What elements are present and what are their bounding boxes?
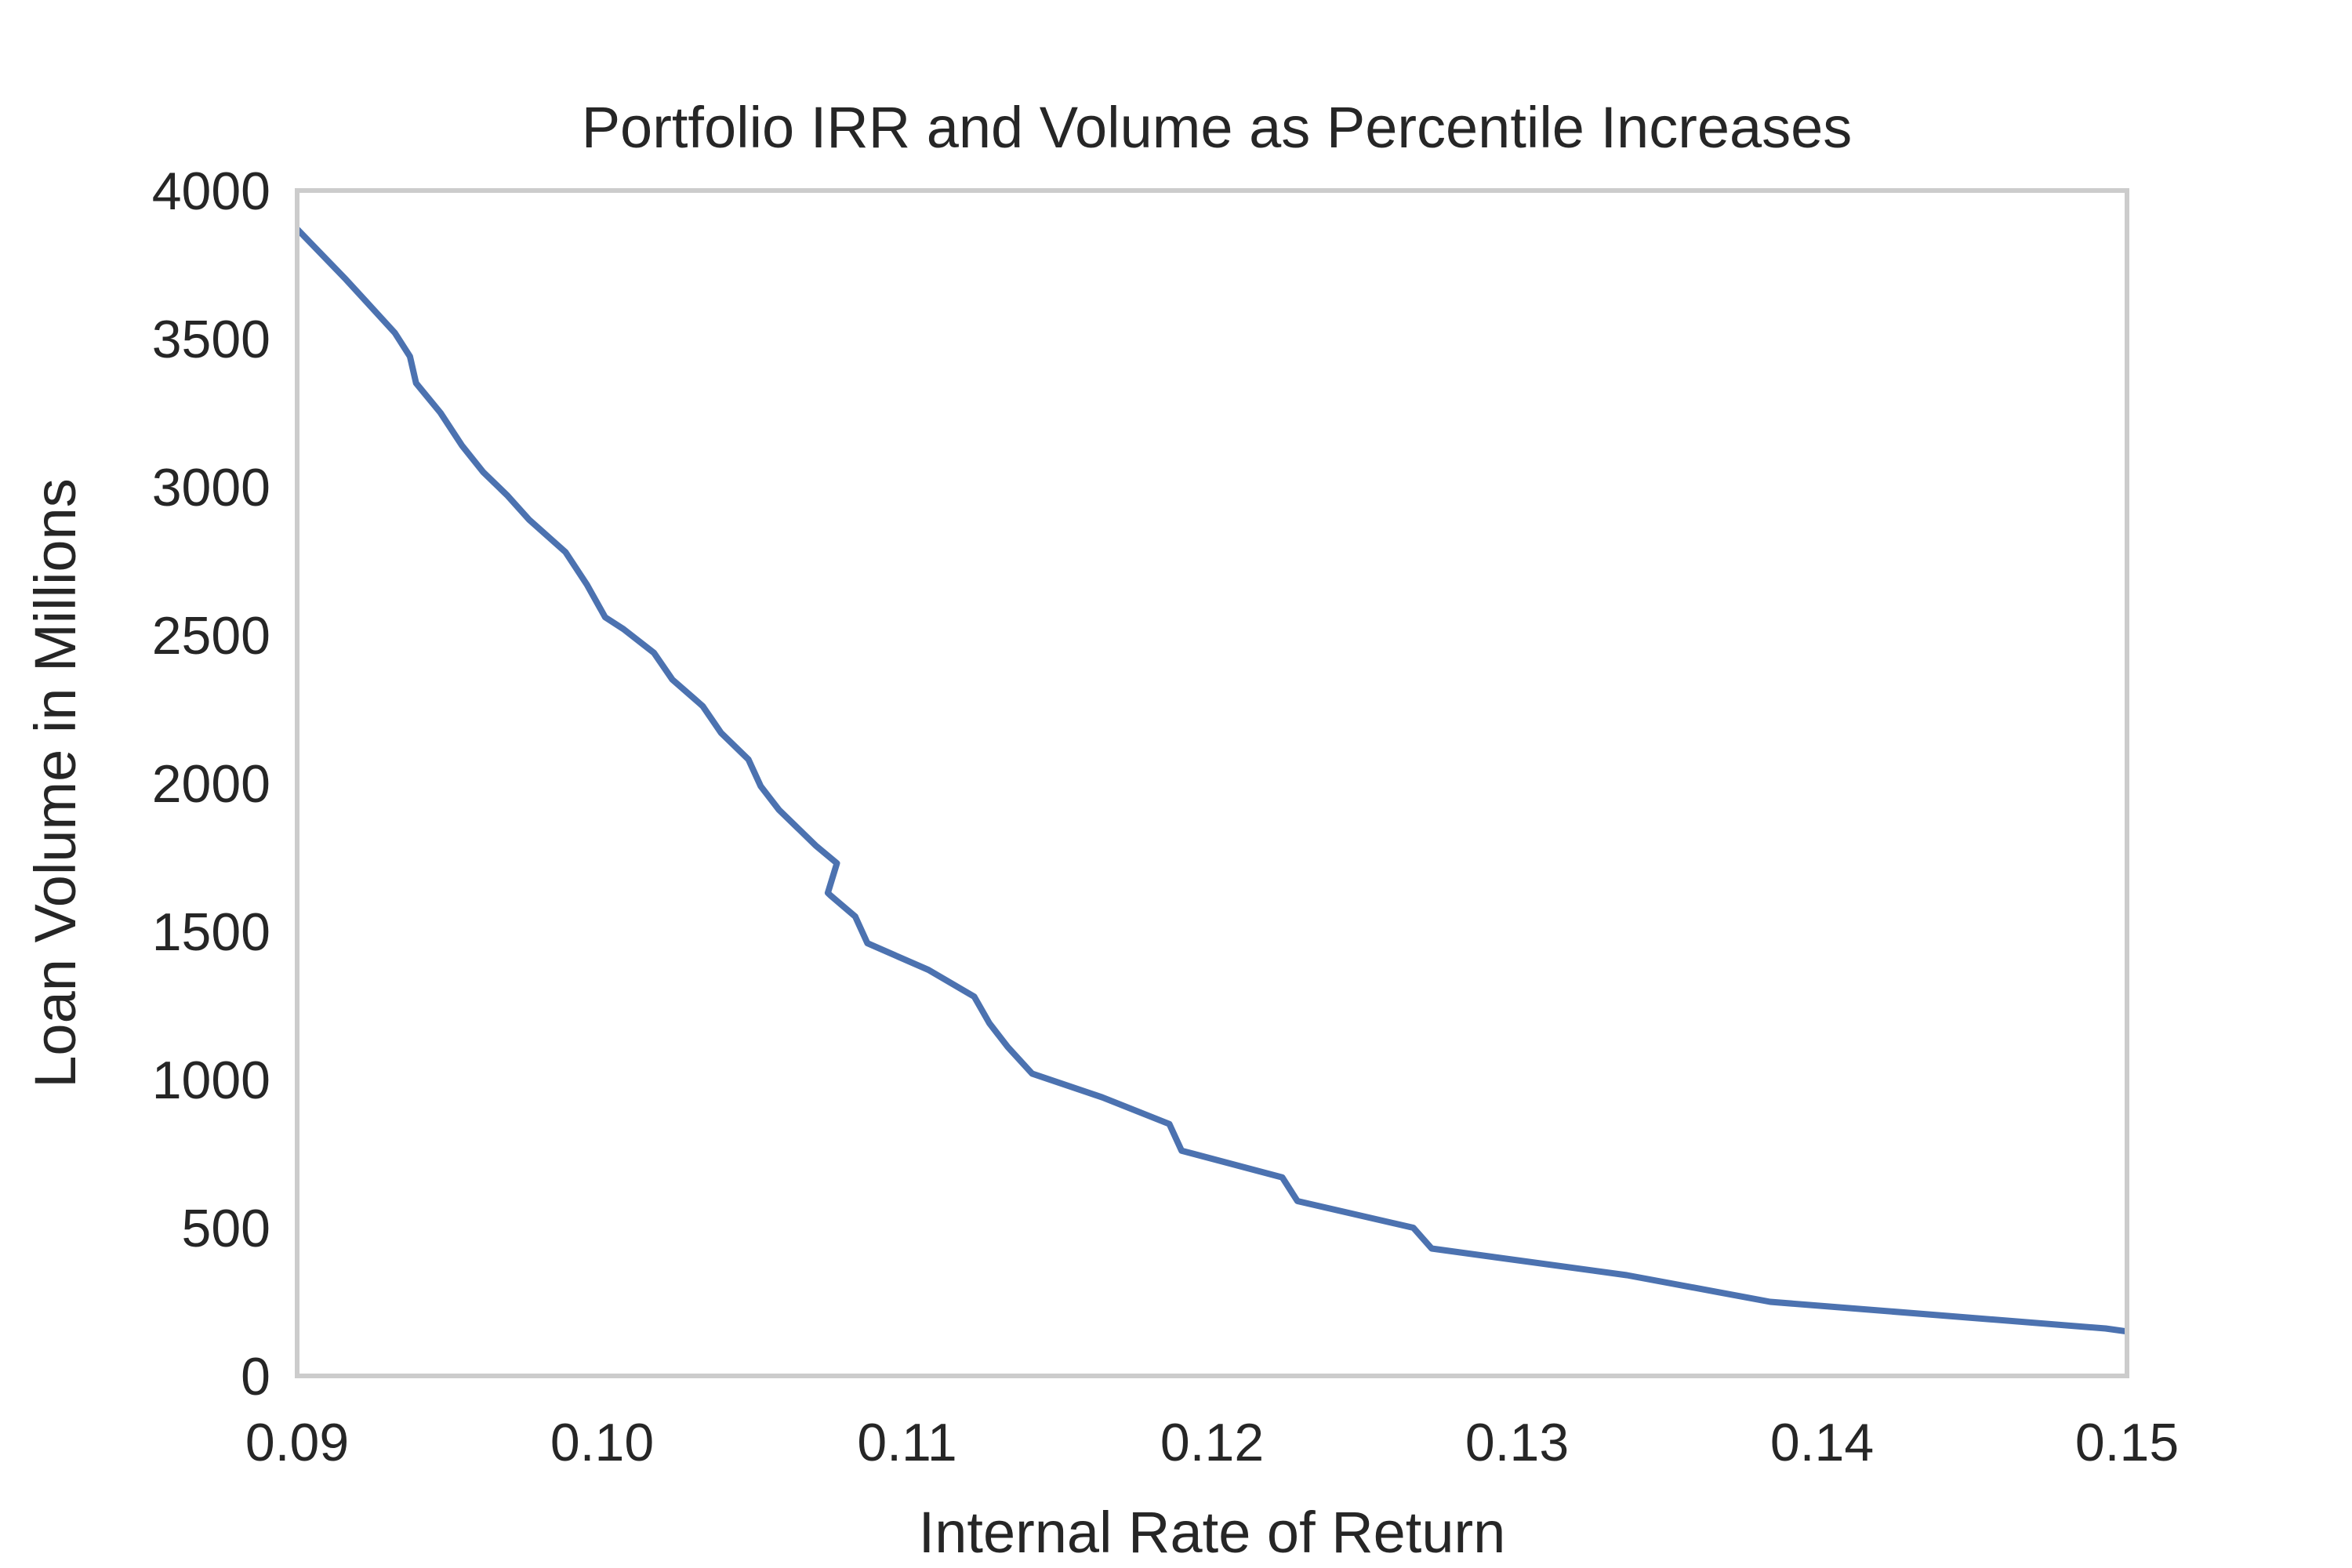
x-tick-label: 0.15 [2075, 1413, 2179, 1472]
x-tick-label: 0.13 [1465, 1413, 1569, 1472]
y-tick-label: 1000 [152, 1051, 270, 1110]
y-tick-label: 4000 [152, 162, 270, 221]
series-line-1 [295, 227, 2128, 1335]
y-tick-label: 500 [182, 1199, 270, 1258]
y-tick-label: 0 [241, 1347, 270, 1406]
y-tick-label: 1500 [152, 902, 270, 962]
x-tick-label: 0.09 [245, 1413, 349, 1472]
x-axis-label: Internal Rate of Return [919, 1500, 1506, 1565]
x-tick-label: 0.10 [550, 1413, 654, 1472]
chart-title: Portfolio IRR and Volume as Percentile I… [582, 95, 1853, 160]
y-tick-label: 2500 [152, 606, 270, 666]
y-axis-label: Loan Volume in Millions [23, 478, 88, 1087]
y-axis-ticks: 0 500 1000 1500 2000 2500 3000 3500 4000 [152, 162, 270, 1406]
y-tick-label: 2000 [152, 754, 270, 814]
series-layer [295, 227, 2128, 1335]
y-tick-label: 3500 [152, 310, 270, 369]
x-axis-ticks: 0.09 0.10 0.11 0.12 0.13 0.14 0.15 [245, 1413, 2179, 1472]
y-tick-label: 3000 [152, 458, 270, 517]
plot-frame [295, 188, 2129, 1378]
x-tick-label: 0.11 [857, 1413, 956, 1472]
x-tick-label: 0.14 [1770, 1413, 1874, 1472]
x-tick-label: 0.12 [1160, 1413, 1264, 1472]
